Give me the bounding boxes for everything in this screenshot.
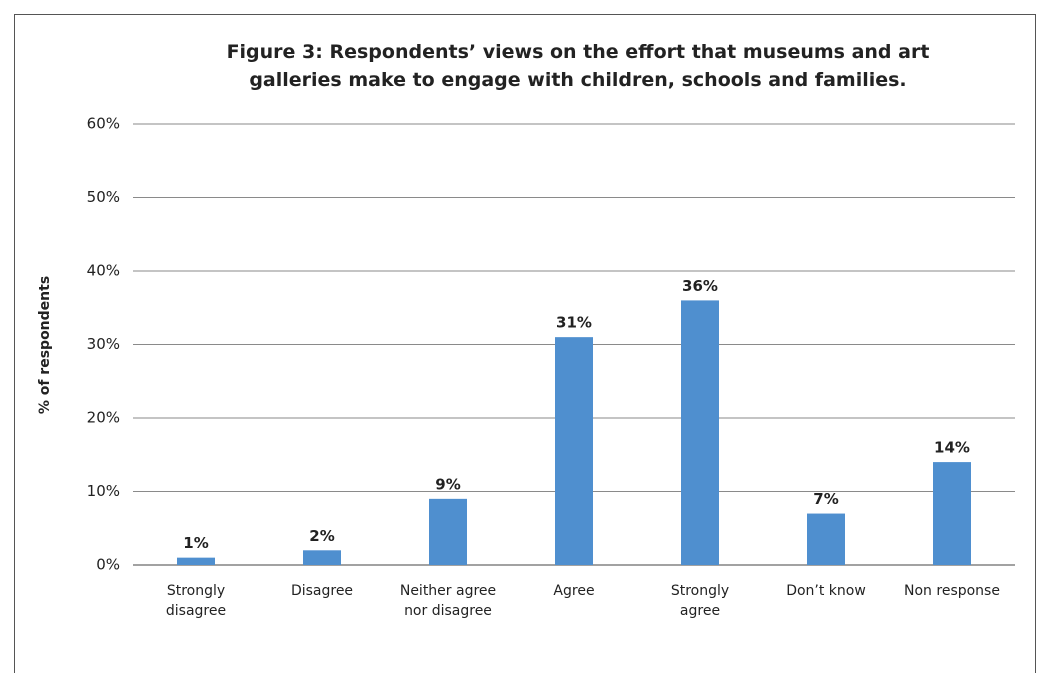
x-tick-box: Non response: [904, 583, 1000, 599]
x-tick-box: Agree: [553, 583, 595, 599]
x-tick-label: Neither agree nor disagree: [399, 583, 497, 619]
value-label: 1%: [183, 534, 208, 552]
bar: [807, 513, 845, 565]
y-tick-label: 20%: [87, 409, 120, 427]
value-label: 14%: [934, 439, 970, 457]
bar: [681, 300, 719, 565]
bar: [303, 550, 341, 565]
value-label: 31%: [556, 314, 592, 332]
chart-title: Figure 3: Respondents’ views on the effo…: [226, 41, 930, 91]
value-label: 2%: [309, 527, 334, 545]
value-label: 36%: [682, 277, 718, 295]
bar: [933, 462, 971, 565]
frame: [14, 14, 1036, 673]
bar: [429, 498, 467, 565]
x-tick-box: Don’t know: [786, 583, 866, 599]
y-axis-label: % of respondents: [37, 276, 53, 414]
x-tick-label: Don’t know: [786, 583, 866, 599]
bar: [555, 337, 593, 565]
y-tick-label: 30%: [87, 335, 120, 353]
y-tick-label: 40%: [87, 262, 120, 280]
x-tick-label: Strongly agree: [670, 583, 730, 619]
y-tick-label: 0%: [96, 556, 120, 574]
x-tick-label: Non response: [904, 583, 1000, 599]
x-tick-label: Disagree: [290, 583, 354, 599]
x-tick-box: Strongly agree: [670, 583, 730, 619]
x-tick-box: Neither agree nor disagree: [399, 583, 497, 619]
y-tick-label: 10%: [87, 482, 120, 500]
value-label: 7%: [813, 490, 838, 508]
x-tick-label: Strongly disagree: [165, 583, 227, 619]
x-tick-box: Disagree: [290, 583, 354, 599]
title-box: Figure 3: Respondents’ views on the effo…: [226, 41, 930, 91]
x-tick-box: Strongly disagree: [165, 583, 227, 619]
y-tick-label: 60%: [87, 115, 120, 133]
x-tick-label: Agree: [553, 583, 595, 599]
bar: [177, 557, 215, 565]
y-tick-label: 50%: [87, 188, 120, 206]
value-label: 9%: [435, 475, 460, 493]
